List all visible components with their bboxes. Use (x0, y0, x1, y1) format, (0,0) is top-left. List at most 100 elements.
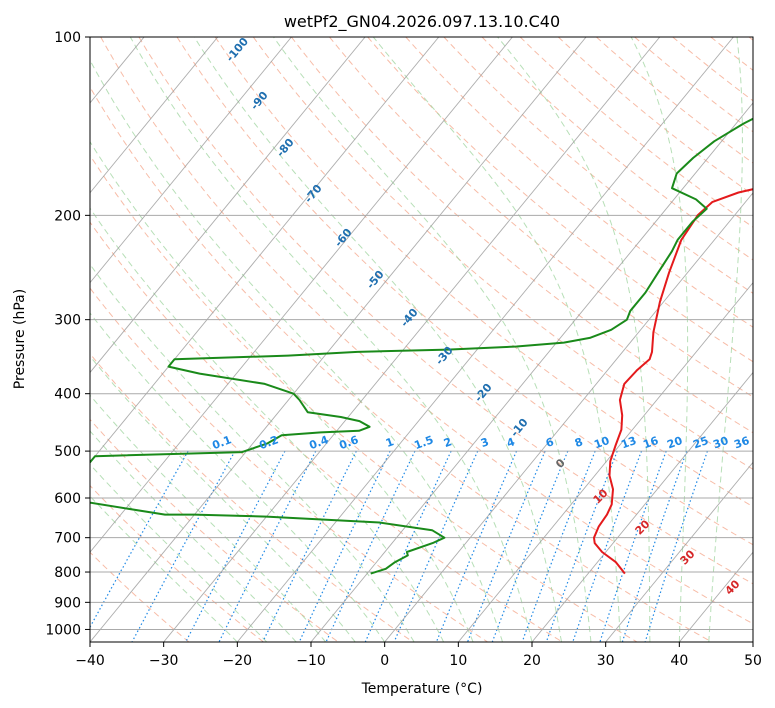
mixing-ratio-label: 4 (505, 435, 517, 450)
dry-adiabat-line (90, 484, 264, 642)
isotherm-line (90, 37, 292, 284)
mixing-ratio-label: 3 (479, 435, 491, 450)
mixing-ratio-line (599, 450, 667, 642)
mixing-ratio-label: 13 (619, 434, 638, 451)
mixing-ratio-label: 36 (732, 434, 751, 452)
mixing-ratio-lines (90, 450, 708, 642)
y-tick-label: 600 (54, 491, 81, 507)
isotherm-line (90, 37, 513, 553)
isotherm-line (752, 641, 753, 642)
mixing-ratio-label: 1 (384, 435, 396, 450)
mixing-ratio-line (621, 450, 688, 642)
moist-adiabat-line (630, 37, 689, 642)
dry-adiabat-line (443, 37, 753, 294)
mixing-ratio-label: 6 (544, 435, 556, 450)
isotherm-line (605, 461, 753, 642)
mixing-ratio-line (572, 450, 643, 642)
y-tick-label: 400 (54, 387, 81, 403)
sounding-line (593, 188, 753, 575)
dry-adiabat-line (291, 37, 753, 434)
isotherm-line (163, 37, 661, 642)
dry-adiabat-line (90, 551, 190, 642)
y-tick-label: 1000 (45, 622, 81, 638)
dry-adiabat-line (405, 37, 753, 328)
mixing-ratio-line (90, 450, 189, 629)
moist-adiabat-line (90, 495, 238, 642)
mixing-ratio-line (262, 450, 357, 642)
x-axis-ticks: −40 −30 −20 −10 0 10 20 30 40 50 (75, 642, 762, 669)
y-tick-label: 200 (54, 208, 81, 224)
isotherm-line (0, 37, 70, 642)
mixing-ratio-line (644, 450, 708, 642)
x-tick-label: 10 (449, 653, 467, 669)
plot-frame (89, 36, 754, 643)
dry-adiabat-line (90, 221, 563, 642)
moist-adiabat-line (90, 263, 415, 642)
mixing-ratio-label: 10 (592, 434, 611, 452)
isotherm-line (90, 37, 219, 194)
dry-adiabat-line (90, 287, 488, 642)
moist-adiabat-line (273, 37, 592, 642)
dry-adiabat-line (90, 86, 712, 642)
chart-title: wetPf2_GN04.2026.097.13.10.C40 (284, 12, 560, 32)
isotherm-line (236, 37, 734, 642)
dry-adiabat-line (367, 37, 753, 363)
x-tick-label: 20 (523, 653, 541, 669)
x-tick-label: 40 (670, 653, 688, 669)
isotherm-line (90, 37, 366, 374)
mixing-ratio-label: 8 (573, 435, 585, 450)
moist-adiabat-line (90, 355, 356, 642)
isotherm-line (90, 37, 587, 642)
mixing-ratio-label: 20 (665, 434, 684, 452)
isotherm-line (531, 371, 753, 642)
y-axis-ticks: 100 200 300 400 500 600 700 800 900 1000 (45, 30, 90, 638)
mixing-ratio-line (521, 450, 596, 642)
mixing-ratio-line (545, 450, 618, 642)
mixing-ratio-label: 0.6 (337, 433, 360, 452)
mixing-ratio-line (491, 450, 569, 642)
x-axis-label: Temperature (°C) (361, 681, 483, 697)
moist-adiabat-line (90, 207, 445, 642)
y-tick-label: 800 (54, 565, 81, 581)
mixing-ratio-line (185, 450, 286, 642)
isotherm-line (457, 281, 753, 642)
y-tick-label: 100 (54, 30, 81, 46)
sounding-line (90, 117, 753, 575)
mixing-ratio-line (466, 450, 546, 642)
dry-adiabat-line (90, 154, 638, 642)
y-axis-label: Pressure (hPa) (12, 289, 28, 389)
x-tick-label: −30 (149, 653, 179, 669)
y-tick-label: 700 (54, 531, 81, 547)
moist-adiabat-line (90, 312, 386, 642)
moist-adiabat-line (90, 140, 474, 642)
dry-adiabat-line (100, 37, 753, 625)
moist-adiabat-line (708, 37, 743, 642)
moist-adiabats (90, 37, 743, 642)
dry-adiabats (90, 37, 753, 642)
x-tick-label: 50 (744, 653, 762, 669)
x-tick-label: 0 (380, 653, 389, 669)
isotherm-line (384, 192, 753, 642)
moist-adiabat-line (372, 37, 621, 642)
mixing-ratio-label: 25 (691, 434, 710, 451)
mixing-ratio-line (325, 450, 416, 642)
moist-adiabat-line (497, 37, 651, 642)
mixing-ratio-label: 0.2 (257, 433, 280, 452)
moist-adiabat-line (193, 37, 562, 642)
x-tick-label: 30 (597, 653, 615, 669)
mixing-ratio-label: 0.4 (307, 433, 330, 452)
y-tick-label: 900 (54, 595, 81, 611)
x-tick-label: −10 (296, 653, 326, 669)
moist-adiabat-line (129, 37, 533, 642)
moist-adiabat-line (90, 59, 503, 642)
mixing-ratio-label: 2 (442, 435, 454, 450)
dry-adiabat-line (176, 37, 753, 546)
y-tick-label: 300 (54, 313, 81, 329)
isobars (90, 37, 753, 630)
isotherm-line (310, 102, 753, 642)
mixing-ratio-label: 1.5 (412, 433, 435, 452)
mixing-ratio-label: 0.1 (210, 433, 233, 452)
mixing-ratio-line (298, 450, 391, 642)
y-tick-label: 500 (54, 444, 81, 460)
